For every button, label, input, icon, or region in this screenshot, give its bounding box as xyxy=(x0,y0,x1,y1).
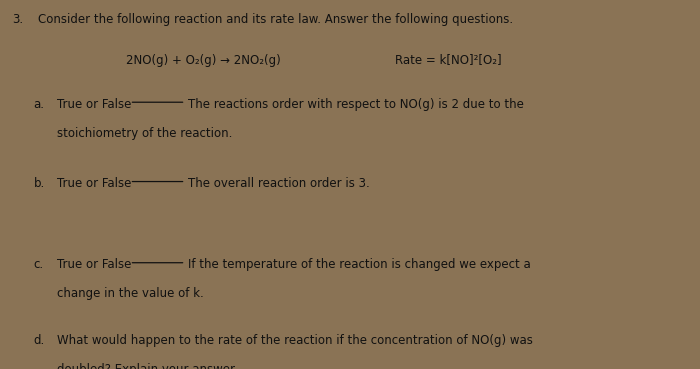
Text: 2NO(g) + O₂(g) → 2NO₂(g): 2NO(g) + O₂(g) → 2NO₂(g) xyxy=(126,54,281,66)
Text: True or False: True or False xyxy=(57,98,132,111)
Text: stoichiometry of the reaction.: stoichiometry of the reaction. xyxy=(57,127,233,139)
Text: Rate = k[NO]²[O₂]: Rate = k[NO]²[O₂] xyxy=(395,54,502,66)
Text: True or False: True or False xyxy=(57,258,132,271)
Text: The reactions order with respect to NO(g) is 2 due to the: The reactions order with respect to NO(g… xyxy=(188,98,524,111)
Text: b.: b. xyxy=(34,177,45,190)
Text: What would happen to the rate of the reaction if the concentration of NO(g) was: What would happen to the rate of the rea… xyxy=(57,334,533,347)
Text: a.: a. xyxy=(34,98,45,111)
Text: change in the value of k.: change in the value of k. xyxy=(57,287,204,300)
Text: Consider the following reaction and its rate law. Answer the following questions: Consider the following reaction and its … xyxy=(38,13,514,26)
Text: doubled? Explain your answer.: doubled? Explain your answer. xyxy=(57,363,238,369)
Text: If the temperature of the reaction is changed we expect a: If the temperature of the reaction is ch… xyxy=(188,258,531,271)
Text: 3.: 3. xyxy=(13,13,24,26)
Text: d.: d. xyxy=(34,334,45,347)
Text: True or False: True or False xyxy=(57,177,132,190)
Text: The overall reaction order is 3.: The overall reaction order is 3. xyxy=(188,177,370,190)
Text: c.: c. xyxy=(34,258,43,271)
